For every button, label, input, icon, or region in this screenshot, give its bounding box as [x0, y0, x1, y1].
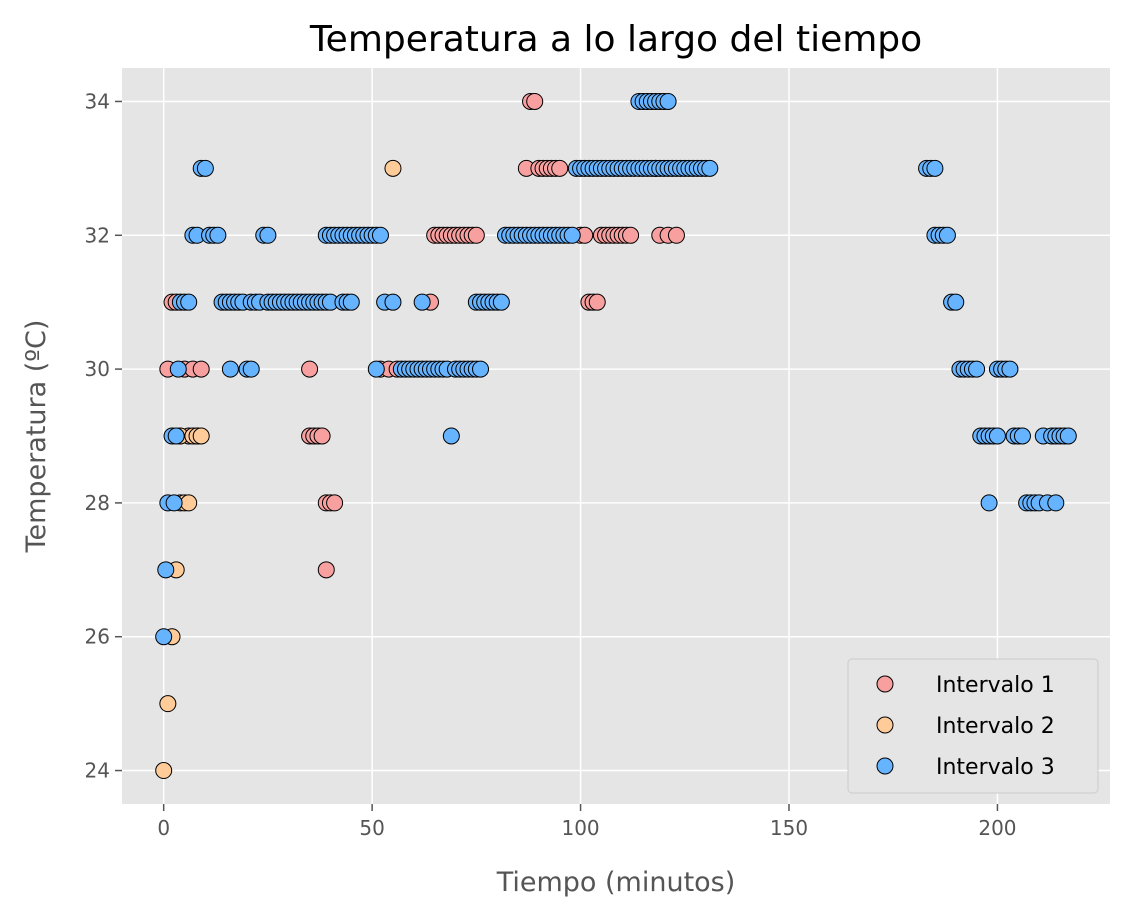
legend-box [847, 658, 1099, 794]
data-point [317, 561, 335, 579]
data-point [259, 226, 277, 244]
y-tick-label: 34 [85, 89, 110, 113]
data-point [165, 494, 183, 512]
x-tick-label: 0 [157, 816, 170, 840]
data-point [192, 360, 210, 378]
data-point [242, 360, 260, 378]
data-point [326, 494, 344, 512]
data-point [384, 159, 402, 177]
data-point [526, 92, 544, 110]
data-point [968, 360, 986, 378]
data-point [492, 293, 510, 311]
data-point [588, 293, 606, 311]
data-point [1047, 494, 1065, 512]
data-point [442, 427, 460, 445]
data-point [980, 494, 998, 512]
x-axis-ticks: 0 50 100 150 200 [157, 804, 1017, 840]
data-point [947, 293, 965, 311]
scatter-points [155, 92, 1077, 780]
x-axis-label: Tiempo (minutos) [496, 867, 736, 898]
data-point [159, 695, 177, 713]
y-tick-label: 24 [85, 759, 110, 783]
x-tick-label: 50 [359, 816, 384, 840]
data-point [622, 226, 640, 244]
data-point [192, 427, 210, 445]
data-point [667, 226, 685, 244]
legend-marker [876, 757, 894, 775]
data-point [157, 561, 175, 579]
y-axis-ticks: 24 26 28 30 32 34 [85, 89, 122, 783]
data-point [1013, 427, 1031, 445]
data-point [384, 293, 402, 311]
data-point [209, 226, 227, 244]
legend-marker [876, 675, 894, 693]
series-1 [159, 92, 685, 579]
data-point [196, 159, 214, 177]
x-tick-label: 200 [978, 816, 1016, 840]
y-axis-label: Temperatura (ºC) [21, 320, 52, 554]
data-point [313, 427, 331, 445]
legend-marker [876, 716, 894, 734]
y-tick-label: 32 [85, 223, 110, 247]
data-point [371, 226, 389, 244]
data-point [413, 293, 431, 311]
data-point [1059, 427, 1077, 445]
data-point [301, 360, 319, 378]
data-point [221, 360, 239, 378]
chart-title: Temperatura a lo largo del tiempo [309, 19, 922, 60]
data-point [167, 427, 185, 445]
data-point [155, 762, 173, 780]
data-point [563, 226, 581, 244]
y-tick-label: 26 [85, 625, 110, 649]
y-tick-label: 28 [85, 491, 110, 515]
legend-label: Intervalo 2 [936, 714, 1055, 739]
y-tick-label: 30 [85, 357, 110, 381]
data-point [180, 494, 198, 512]
data-point [367, 360, 385, 378]
data-point [180, 293, 198, 311]
data-point [1001, 360, 1019, 378]
data-point [659, 92, 677, 110]
data-point [551, 159, 569, 177]
data-point [988, 427, 1006, 445]
data-point [169, 360, 187, 378]
data-point [155, 628, 173, 646]
series-3 [155, 92, 1077, 646]
legend-label: Intervalo 1 [936, 673, 1055, 698]
legend: Intervalo 1 Intervalo 2 Intervalo 3 [847, 658, 1099, 794]
data-point [342, 293, 360, 311]
x-tick-label: 100 [561, 816, 599, 840]
x-tick-label: 150 [770, 816, 808, 840]
data-point [938, 226, 956, 244]
data-point [926, 159, 944, 177]
data-point [472, 360, 490, 378]
data-point [467, 226, 485, 244]
legend-label: Intervalo 3 [936, 755, 1055, 780]
data-point [701, 159, 719, 177]
